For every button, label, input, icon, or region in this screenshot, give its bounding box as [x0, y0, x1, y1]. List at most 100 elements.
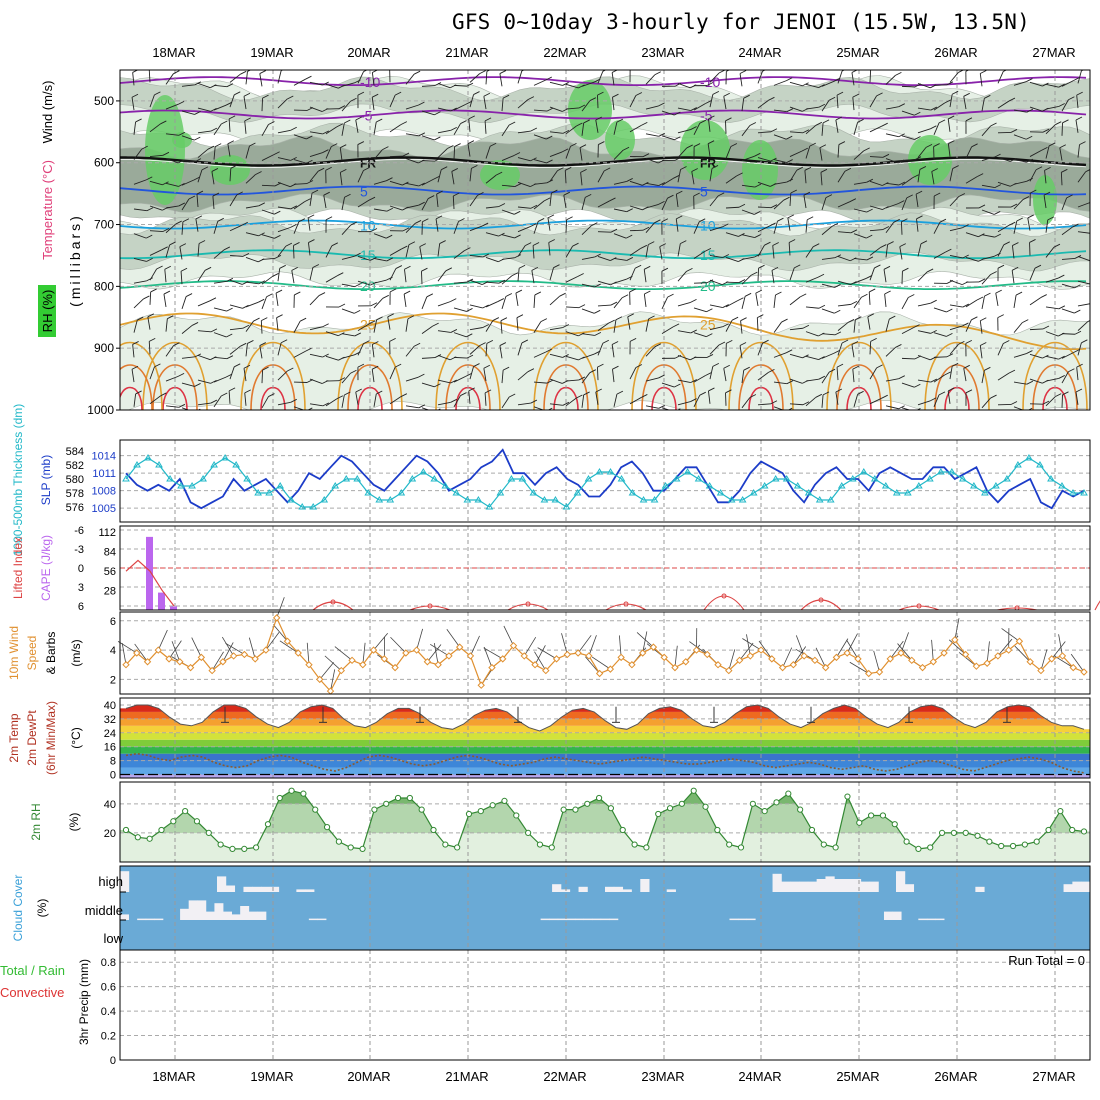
wind-barb — [275, 292, 279, 306]
wind-barb-flag — [370, 256, 377, 261]
cloud-bar — [231, 914, 241, 920]
wind-barb-flag — [350, 221, 357, 226]
wind-barb — [453, 103, 466, 111]
wind-barb-flag — [828, 96, 836, 101]
wind-barb — [773, 352, 787, 358]
wind-barb-flag — [1026, 350, 1033, 354]
rh2m-marker — [359, 845, 366, 853]
wind-speed-marker — [929, 658, 938, 666]
wind-barb-flag — [149, 337, 156, 342]
wind-barb-flag — [357, 363, 365, 368]
thickness-marker — [639, 496, 648, 503]
wind-barb-flag — [952, 165, 959, 169]
wind-barb-flag — [149, 66, 155, 69]
wind-barb — [309, 326, 323, 331]
wind-barb — [805, 331, 819, 337]
wind-barb-flag — [971, 143, 978, 148]
wind-speed-marker — [606, 665, 615, 673]
wind-barb-flag — [234, 91, 241, 96]
warm-cell-contour — [533, 341, 599, 410]
wind-barb — [293, 406, 305, 410]
wind-barb — [901, 110, 915, 116]
precip-tick-label: 0.4 — [101, 1006, 116, 1018]
wind-barb — [693, 122, 701, 136]
thickness-marker — [914, 482, 923, 489]
wind-barb-flag — [693, 192, 700, 197]
wind-barb — [693, 332, 707, 338]
wind-barb-flag — [898, 405, 905, 410]
wind-barb-flag — [912, 174, 919, 179]
wind-barb-flag — [230, 164, 238, 169]
wind-barb — [773, 181, 787, 185]
wind-barb — [165, 158, 179, 164]
cape-tick-label: 112 — [98, 527, 116, 539]
wind-barb — [1061, 333, 1076, 335]
wind-barb — [453, 84, 468, 87]
wind-barb-flag — [611, 341, 619, 345]
surface-wind-barb — [427, 644, 442, 663]
wind-barb — [484, 120, 487, 134]
wind-barb — [757, 181, 771, 187]
temp-band — [120, 711, 1090, 719]
wind-barb-flag — [565, 166, 572, 171]
wind-barb-flag — [294, 291, 301, 296]
wind-barb-flag — [693, 143, 701, 147]
wind-barb — [181, 179, 195, 186]
warm-cell-contour — [120, 341, 163, 410]
wind-barb — [885, 133, 899, 138]
wind-barb-flag — [534, 291, 542, 296]
wind-barb — [532, 245, 535, 259]
cloud-bar — [305, 889, 315, 892]
wind-barb-flag — [508, 393, 516, 398]
wind-barb — [485, 71, 488, 85]
wind-barb — [373, 319, 378, 333]
wind-barb-flag — [545, 348, 553, 353]
wind-barb — [757, 268, 760, 282]
wind-barb — [691, 171, 695, 185]
wind-barb-flag — [690, 126, 697, 130]
wind-barb — [133, 148, 143, 160]
wind-barb — [1076, 367, 1079, 381]
wind-barb-flag — [447, 145, 454, 149]
wind-barb — [517, 226, 531, 233]
cloud-bar — [609, 918, 619, 921]
pressure-tick-label: 800 — [94, 279, 114, 293]
wind-speed-marker — [477, 681, 485, 689]
wind-barb-flag — [635, 92, 643, 96]
wind-barb-flag — [711, 165, 719, 169]
thickness-marker — [287, 496, 296, 503]
wind-barb-flag — [990, 271, 997, 275]
wind-barb — [565, 306, 580, 309]
wind-barb-flag — [994, 153, 1001, 158]
wind-barb-flag — [994, 233, 1001, 238]
wind-barb-flag — [768, 96, 775, 101]
wind-barb — [389, 248, 402, 256]
wind-barb — [565, 355, 579, 361]
wind-barb — [435, 218, 439, 232]
wind-barb — [1061, 352, 1074, 359]
wind-barb-flag — [1035, 166, 1043, 171]
wind-barb — [405, 318, 409, 332]
wind-barb — [533, 159, 547, 164]
wind-barb — [163, 294, 167, 307]
wind-barb — [277, 245, 287, 257]
surface-wind-barb — [534, 651, 547, 671]
wind-barb — [373, 208, 387, 212]
wind-barb — [981, 234, 995, 238]
wind-barb — [611, 72, 615, 86]
wind-barb — [709, 304, 723, 308]
thickness-marker — [1069, 489, 1077, 496]
wind-barb — [741, 256, 755, 260]
wind-barb-flag — [221, 120, 228, 125]
wind-barb — [933, 374, 946, 383]
wind-barb — [133, 233, 147, 239]
wind-barb-flag — [546, 107, 554, 112]
wind-tick-label: 4 — [110, 645, 116, 657]
wind-barb — [1013, 220, 1018, 234]
wind-barb — [901, 357, 916, 360]
surface-wind-barb — [1070, 653, 1085, 673]
thickness-marker — [661, 482, 670, 489]
wind-barb — [325, 331, 339, 337]
wind-barb — [645, 377, 659, 382]
wind-barb — [149, 366, 155, 380]
